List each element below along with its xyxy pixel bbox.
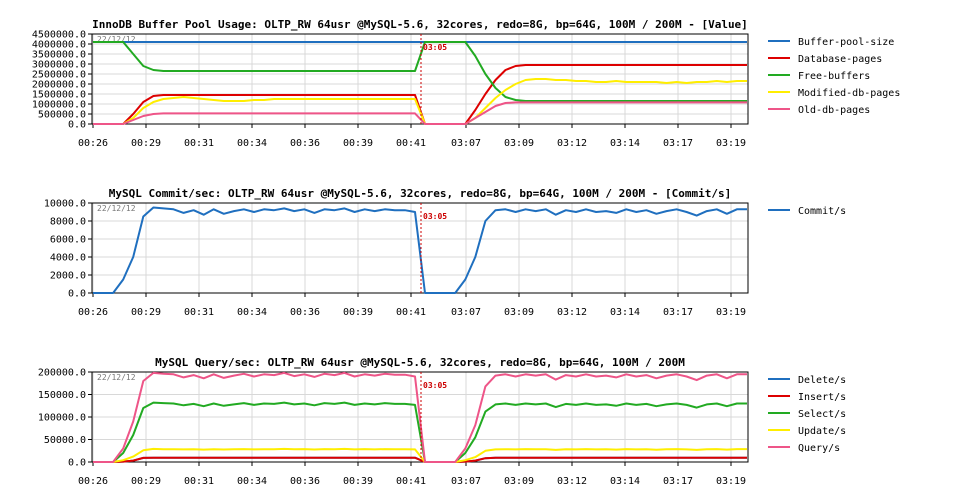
x-tick-label: 00:41 — [396, 138, 426, 149]
plot-frame — [91, 202, 749, 294]
x-tick-label: 00:31 — [184, 476, 214, 487]
y-tick-label: 4000000.0 — [32, 40, 86, 51]
x-tick-label: 00:29 — [131, 138, 161, 149]
x-tick-label: 00:39 — [343, 476, 373, 487]
y-tick-label: 0.0 — [68, 458, 86, 469]
plot-frame — [91, 33, 749, 125]
y-tick-label: 500000.0 — [38, 110, 86, 121]
legend-label: Modified-db-pages — [798, 88, 900, 99]
series-line-query-s — [93, 371, 747, 463]
restart-marker-label: 03:05 — [423, 43, 447, 52]
y-tick-label: 2000000.0 — [32, 80, 86, 91]
x-tick-label: 03:12 — [557, 476, 587, 487]
chart-panel-2: MySQL Commit/sec: OLTP_RW 64usr @MySQL-5… — [44, 187, 846, 318]
x-tick-label: 03:07 — [451, 476, 481, 487]
y-tick-label: 10000.0 — [44, 199, 86, 210]
x-tick-label: 00:31 — [184, 307, 214, 318]
legend-label: Buffer-pool-size — [798, 37, 894, 48]
x-tick-label: 00:31 — [184, 138, 214, 149]
series-line-commit-s — [93, 206, 747, 294]
legend-label: Select/s — [798, 409, 846, 420]
y-tick-label: 200000.0 — [38, 368, 86, 379]
date-stamp: 22/12/12 — [97, 373, 136, 382]
series-line-modified-db-pages — [93, 78, 747, 125]
x-tick-label: 00:39 — [343, 138, 373, 149]
x-tick-label: 03:19 — [716, 138, 746, 149]
x-tick-label: 00:29 — [131, 476, 161, 487]
x-tick-label: 00:41 — [396, 476, 426, 487]
x-tick-label: 03:09 — [504, 138, 534, 149]
x-tick-label: 00:36 — [290, 307, 320, 318]
y-tick-label: 150000.0 — [38, 390, 86, 401]
y-tick-label: 50000.0 — [44, 435, 86, 446]
chart-title: MySQL Query/sec: OLTP_RW 64usr @MySQL-5.… — [155, 356, 685, 369]
y-tick-label: 100000.0 — [38, 413, 86, 424]
x-tick-label: 03:17 — [663, 476, 693, 487]
legend-label: Database-pages — [798, 54, 882, 65]
date-stamp: 22/12/12 — [97, 35, 136, 44]
plot-frame — [91, 371, 749, 463]
x-tick-label: 03:07 — [451, 307, 481, 318]
restart-marker-label: 03:05 — [423, 212, 447, 221]
x-tick-label: 00:29 — [131, 307, 161, 318]
x-tick-label: 00:26 — [78, 476, 108, 487]
legend-label: Insert/s — [798, 392, 846, 403]
chart-title: InnoDB Buffer Pool Usage: OLTP_RW 64usr … — [92, 18, 748, 31]
y-tick-label: 0.0 — [68, 120, 86, 131]
legend-label: Free-buffers — [798, 71, 870, 82]
x-tick-label: 00:36 — [290, 138, 320, 149]
x-tick-label: 03:12 — [557, 307, 587, 318]
series-line-old-db-pages — [93, 101, 747, 125]
series-line-update-s — [93, 447, 747, 463]
x-tick-label: 03:17 — [663, 307, 693, 318]
x-tick-label: 03:09 — [504, 307, 534, 318]
x-tick-label: 00:34 — [237, 307, 267, 318]
y-tick-label: 4000.0 — [50, 253, 86, 264]
x-tick-label: 03:19 — [716, 476, 746, 487]
y-tick-label: 6000.0 — [50, 235, 86, 246]
y-tick-label: 1500000.0 — [32, 90, 86, 101]
legend-label: Commit/s — [798, 206, 846, 217]
y-tick-label: 3000000.0 — [32, 60, 86, 71]
legend-label: Update/s — [798, 426, 846, 437]
series-line-select-s — [93, 401, 747, 463]
x-tick-label: 03:14 — [610, 138, 640, 149]
x-tick-label: 00:41 — [396, 307, 426, 318]
x-tick-label: 03:07 — [451, 138, 481, 149]
chart-panel-3: MySQL Query/sec: OLTP_RW 64usr @MySQL-5.… — [38, 356, 846, 487]
restart-marker-label: 03:05 — [423, 381, 447, 390]
y-tick-label: 8000.0 — [50, 217, 86, 228]
series-line-free-buffers — [93, 41, 747, 102]
x-tick-label: 03:19 — [716, 307, 746, 318]
x-tick-label: 03:14 — [610, 307, 640, 318]
legend-label: Delete/s — [798, 375, 846, 386]
x-tick-label: 00:34 — [237, 138, 267, 149]
y-tick-label: 3500000.0 — [32, 50, 86, 61]
y-tick-label: 0.0 — [68, 289, 86, 300]
x-tick-label: 03:12 — [557, 138, 587, 149]
series-line-insert-s — [93, 456, 747, 463]
x-tick-label: 00:34 — [237, 476, 267, 487]
y-tick-label: 4500000.0 — [32, 30, 86, 41]
y-tick-label: 1000000.0 — [32, 100, 86, 111]
x-tick-label: 00:26 — [78, 138, 108, 149]
x-tick-label: 00:36 — [290, 476, 320, 487]
date-stamp: 22/12/12 — [97, 204, 136, 213]
x-tick-label: 03:09 — [504, 476, 534, 487]
legend-label: Query/s — [798, 443, 840, 454]
chart-panel-1: InnoDB Buffer Pool Usage: OLTP_RW 64usr … — [32, 18, 901, 149]
y-tick-label: 2000.0 — [50, 271, 86, 282]
x-tick-label: 00:26 — [78, 307, 108, 318]
legend-label: Old-db-pages — [798, 105, 870, 116]
y-tick-label: 2500000.0 — [32, 70, 86, 81]
x-tick-label: 03:14 — [610, 476, 640, 487]
x-tick-label: 00:39 — [343, 307, 373, 318]
chart-title: MySQL Commit/sec: OLTP_RW 64usr @MySQL-5… — [109, 187, 732, 200]
x-tick-label: 03:17 — [663, 138, 693, 149]
